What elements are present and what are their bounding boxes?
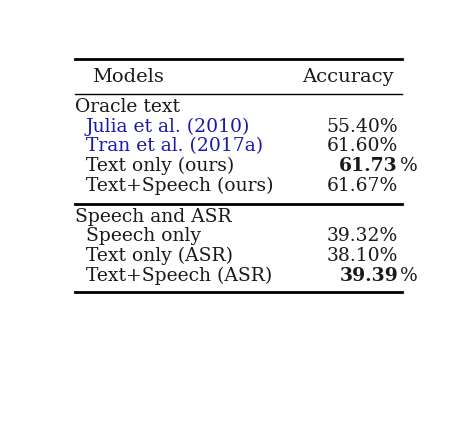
Text: 38.10%: 38.10%: [327, 247, 398, 265]
Text: 55.40%: 55.40%: [327, 118, 398, 135]
Text: Speech only: Speech only: [86, 227, 201, 245]
Text: 61.67%: 61.67%: [327, 177, 398, 195]
Text: Julia et al. (2010): Julia et al. (2010): [86, 118, 250, 136]
Text: Text only (ASR): Text only (ASR): [86, 247, 233, 265]
Text: %: %: [400, 267, 418, 285]
Text: 61.60%: 61.60%: [327, 137, 398, 155]
Text: Text+Speech (ours): Text+Speech (ours): [86, 176, 273, 195]
Text: Tran et al. (2017a): Tran et al. (2017a): [86, 137, 263, 155]
Text: 39.39: 39.39: [339, 267, 398, 285]
Text: Oracle text: Oracle text: [75, 98, 180, 116]
Text: Text only (ours): Text only (ours): [86, 157, 234, 175]
Text: 39.32%: 39.32%: [327, 227, 398, 245]
Text: Models: Models: [93, 68, 164, 86]
Text: Accuracy: Accuracy: [302, 68, 394, 86]
Text: Speech and ASR: Speech and ASR: [75, 208, 232, 226]
Text: 61.73: 61.73: [339, 157, 398, 175]
Text: Text+Speech (ASR): Text+Speech (ASR): [86, 267, 272, 285]
Text: %: %: [400, 157, 418, 175]
